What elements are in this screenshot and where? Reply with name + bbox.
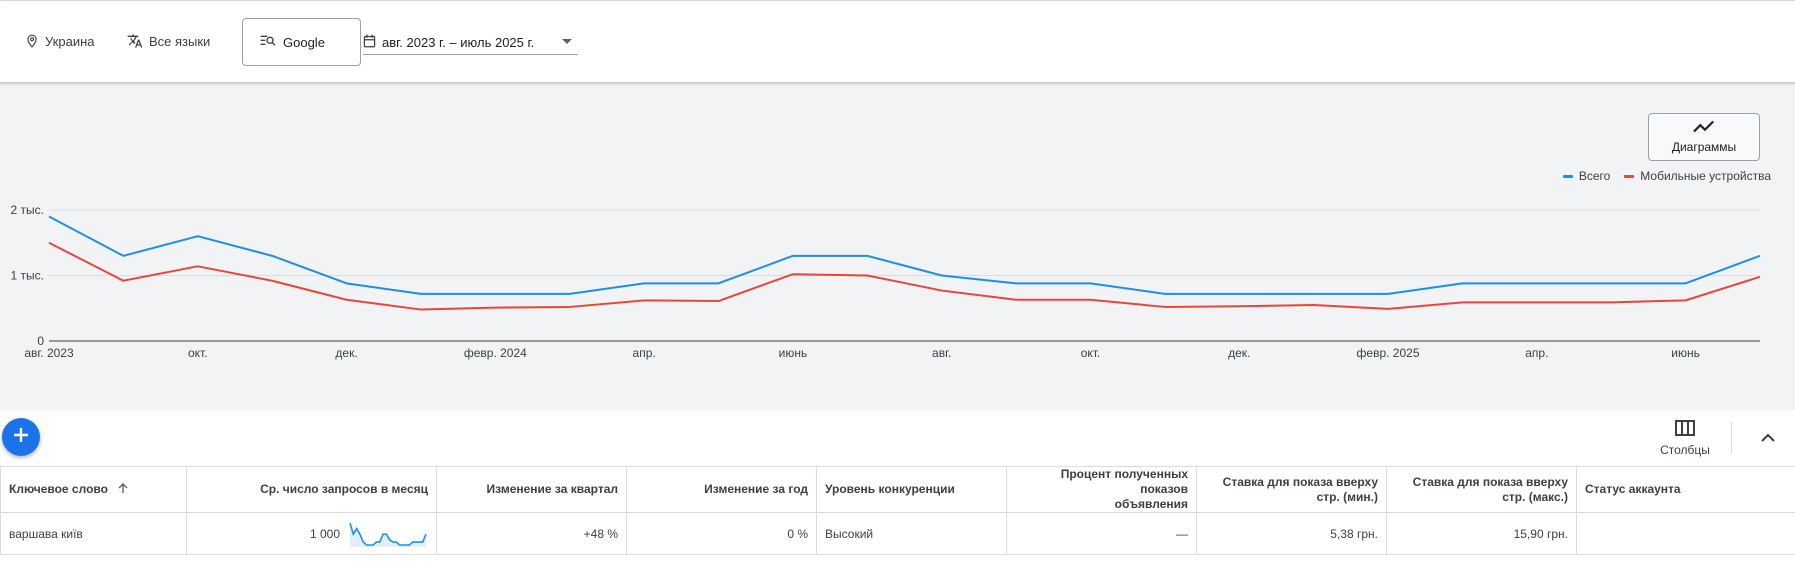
search-network-icon bbox=[260, 34, 276, 51]
cell-bid-low: 5,38 грн. bbox=[1196, 512, 1387, 555]
legend-swatch-mobile bbox=[1624, 174, 1635, 178]
chart-legend: Всего Мобильные устройства bbox=[1562, 169, 1771, 183]
location-pin-icon bbox=[25, 34, 39, 48]
x-tick-label: февр. 2024 bbox=[464, 346, 527, 360]
x-tick-label: окт. bbox=[1081, 346, 1101, 360]
search-engine-label: Google bbox=[283, 34, 325, 50]
x-tick-label: апр. bbox=[633, 346, 656, 360]
header-impression-share[interactable]: Процент полученных показов объявления bbox=[1006, 466, 1197, 513]
trending-line-icon bbox=[1693, 120, 1715, 137]
x-tick-label: окт. bbox=[188, 346, 208, 360]
date-range-label: авг. 2023 г. – июль 2025 г. bbox=[382, 34, 535, 50]
language-label: Все языки bbox=[149, 33, 211, 49]
header-competition[interactable]: Уровень конкуренции bbox=[816, 466, 1007, 513]
keyword-table: Ключевое слово Ср. число запросов в меся… bbox=[0, 466, 1795, 555]
search-engine-filter[interactable]: Google bbox=[242, 18, 361, 66]
top-border bbox=[0, 0, 1795, 2]
header-share-line2: объявления bbox=[1114, 497, 1188, 511]
header-keyword[interactable]: Ключевое слово bbox=[0, 466, 187, 513]
table-row[interactable]: варшава київ 1 000 +48 % 0 % Высокий — 5… bbox=[0, 512, 1795, 555]
cell-competition: Высокий bbox=[816, 512, 1007, 555]
y-tick-label: 1 тыс. bbox=[11, 269, 44, 283]
calendar-icon bbox=[363, 34, 376, 51]
x-tick-label: дек. bbox=[1228, 346, 1250, 360]
location-label: Украина bbox=[45, 33, 95, 49]
date-range-select[interactable]: авг. 2023 г. – июль 2025 г. bbox=[363, 30, 578, 55]
x-tick-label: дек. bbox=[335, 346, 357, 360]
cell-account-status bbox=[1576, 512, 1795, 555]
x-tick-label: авг. bbox=[932, 346, 951, 360]
table-toolbar: Столбцы bbox=[0, 410, 1795, 466]
avg-searches-value: 1 000 bbox=[309, 526, 340, 541]
trend-sparkline[interactable] bbox=[348, 521, 428, 547]
cell-impression-share: — bbox=[1006, 512, 1197, 555]
search-volume-chart: 0 1 тыс. 2 тыс. авг. 2023 окт. дек. февр. 2024… bbox=[11, 203, 1761, 360]
legend-label-total: Всего bbox=[1578, 169, 1611, 183]
legend-label-mobile: Мобильные устройства bbox=[1640, 169, 1771, 183]
header-qoq-change[interactable]: Изменение за квартал bbox=[436, 466, 627, 513]
dropdown-arrow-icon bbox=[562, 39, 572, 44]
y-tick-label: 2 тыс. bbox=[11, 203, 44, 217]
header-avg-searches[interactable]: Ср. число запросов в месяц bbox=[186, 466, 437, 513]
y-tick-label: 0 bbox=[37, 334, 44, 348]
columns-button[interactable]: Столбцы bbox=[1650, 420, 1720, 457]
cell-avg-searches: 1 000 bbox=[186, 512, 437, 555]
cell-keyword[interactable]: варшава київ bbox=[0, 512, 187, 555]
sparkline-line bbox=[349, 522, 427, 546]
header-keyword-label: Ключевое слово bbox=[9, 481, 108, 496]
chart-panel: 0 1 тыс. 2 тыс. авг. 2023 окт. дек. февр. 2024… bbox=[0, 83, 1795, 410]
series-line-total[interactable] bbox=[48, 215, 1761, 295]
legend-swatch-total bbox=[1562, 174, 1573, 178]
header-competition-label: Уровень конкуренции bbox=[825, 482, 955, 496]
charts-toggle-button[interactable]: Диаграммы bbox=[1648, 113, 1760, 161]
plus-icon bbox=[12, 426, 30, 449]
cell-bid-high: 15,90 грн. bbox=[1386, 512, 1577, 555]
toolbar-divider bbox=[1731, 422, 1732, 454]
x-tick-label: февр. 2025 bbox=[1357, 346, 1420, 360]
x-tick-label: июнь bbox=[1671, 346, 1700, 360]
x-tick-label: авг. 2023 bbox=[24, 346, 74, 360]
header-share-line1: Процент полученных показов bbox=[1060, 467, 1188, 496]
legend-item-total[interactable]: Всего bbox=[1562, 169, 1611, 183]
header-account-status[interactable]: Статус аккаунта bbox=[1576, 466, 1795, 513]
cell-qoq-change: +48 % bbox=[436, 512, 627, 555]
chevron-up-icon bbox=[1760, 430, 1776, 447]
header-qoq-label: Изменение за квартал bbox=[486, 482, 618, 496]
series-line-mobile[interactable] bbox=[48, 241, 1761, 311]
x-tick-label: апр. bbox=[1525, 346, 1548, 360]
filter-bar: Украина Все языки Google авг. 2023 г. – … bbox=[0, 2, 1795, 83]
header-bid-high-line2: стр. (макс.) bbox=[1502, 489, 1568, 504]
header-yoy-change[interactable]: Изменение за год bbox=[626, 466, 817, 513]
translate-icon bbox=[127, 33, 143, 49]
collapse-chart-button[interactable] bbox=[1760, 430, 1776, 448]
columns-icon bbox=[1675, 420, 1695, 439]
legend-item-mobile[interactable]: Мобильные устройства bbox=[1624, 169, 1771, 183]
location-filter[interactable]: Украина bbox=[25, 31, 95, 51]
arrow-up-icon bbox=[117, 482, 129, 498]
charts-toggle-label: Диаграммы bbox=[1671, 140, 1737, 154]
header-bid-high[interactable]: Ставка для показа вверху стр. (макс.) bbox=[1386, 466, 1577, 513]
header-bid-high-line1: Ставка для показа вверху bbox=[1412, 474, 1568, 489]
table-header-row: Ключевое слово Ср. число запросов в меся… bbox=[0, 466, 1795, 513]
header-avg-label: Ср. число запросов в месяц bbox=[260, 482, 428, 496]
add-keyword-button[interactable] bbox=[2, 418, 40, 456]
columns-label: Столбцы bbox=[1660, 443, 1710, 457]
sparkline-area bbox=[350, 522, 426, 547]
header-status-label: Статус аккаунта bbox=[1585, 482, 1681, 496]
header-bid-low-line1: Ставка для показа вверху bbox=[1222, 474, 1378, 489]
header-bid-low[interactable]: Ставка для показа вверху стр. (мин.) bbox=[1196, 466, 1387, 513]
cell-yoy-change: 0 % bbox=[626, 512, 817, 555]
x-tick-label: июнь bbox=[779, 346, 808, 360]
language-filter[interactable]: Все языки bbox=[127, 31, 210, 51]
header-bid-low-line2: стр. (мин.) bbox=[1316, 489, 1378, 504]
header-yoy-label: Изменение за год bbox=[704, 482, 808, 496]
